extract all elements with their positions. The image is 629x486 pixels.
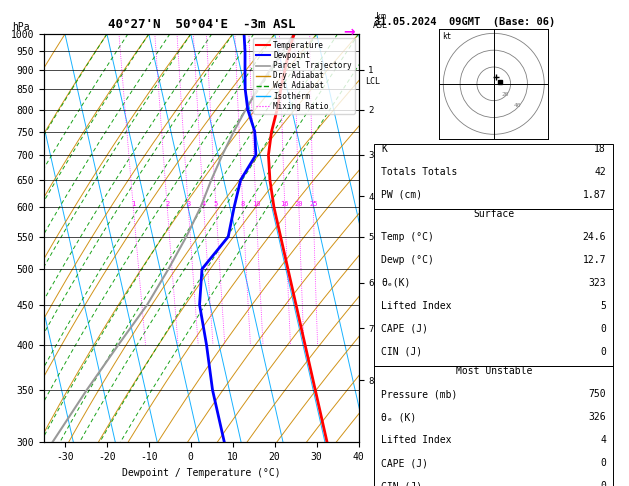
Text: 10: 10 <box>252 201 260 207</box>
Text: 0: 0 <box>600 458 606 468</box>
X-axis label: Dewpoint / Temperature (°C): Dewpoint / Temperature (°C) <box>122 468 281 478</box>
Text: Temp (°C): Temp (°C) <box>381 232 434 242</box>
Text: Totals Totals: Totals Totals <box>381 167 458 176</box>
Text: 750: 750 <box>589 389 606 399</box>
Text: 0: 0 <box>600 481 606 486</box>
Text: K: K <box>381 143 387 154</box>
Text: hPa: hPa <box>13 22 30 32</box>
Text: CIN (J): CIN (J) <box>381 347 423 357</box>
Text: Surface: Surface <box>473 209 515 219</box>
Text: θₑ (K): θₑ (K) <box>381 412 416 422</box>
Text: 5: 5 <box>214 201 218 207</box>
Text: Lifted Index: Lifted Index <box>381 435 452 445</box>
Text: 12.7: 12.7 <box>582 255 606 265</box>
Text: 323: 323 <box>589 278 606 288</box>
Title: 40°27'N  50°04'E  -3m ASL: 40°27'N 50°04'E -3m ASL <box>108 18 295 32</box>
Bar <box>374 209 613 366</box>
Text: Pressure (mb): Pressure (mb) <box>381 389 458 399</box>
Text: 24.6: 24.6 <box>582 232 606 242</box>
Text: kt: kt <box>442 33 452 41</box>
Text: 20: 20 <box>502 92 509 97</box>
Text: 31.05.2024  09GMT  (Base: 06): 31.05.2024 09GMT (Base: 06) <box>374 17 555 27</box>
Text: 25: 25 <box>309 201 318 207</box>
Text: 0: 0 <box>600 324 606 334</box>
Text: 8: 8 <box>241 201 245 207</box>
Text: Lifted Index: Lifted Index <box>381 301 452 311</box>
Text: 1.87: 1.87 <box>582 190 606 200</box>
Text: θₑ(K): θₑ(K) <box>381 278 411 288</box>
Text: 4: 4 <box>201 201 206 207</box>
Text: 20: 20 <box>294 201 303 207</box>
Text: km
ASL: km ASL <box>373 12 388 30</box>
Text: PW (cm): PW (cm) <box>381 190 423 200</box>
Text: 18: 18 <box>594 143 606 154</box>
Text: 0: 0 <box>600 347 606 357</box>
Text: 1: 1 <box>131 201 135 207</box>
Bar <box>374 143 613 209</box>
Text: LCL: LCL <box>365 77 380 86</box>
Text: 5: 5 <box>600 301 606 311</box>
Bar <box>374 366 613 486</box>
Text: →: → <box>343 25 354 38</box>
Text: 2: 2 <box>165 201 169 207</box>
Text: 42: 42 <box>594 167 606 176</box>
Text: 326: 326 <box>589 412 606 422</box>
Legend: Temperature, Dewpoint, Parcel Trajectory, Dry Adiabat, Wet Adiabat, Isotherm, Mi: Temperature, Dewpoint, Parcel Trajectory… <box>253 38 355 114</box>
Text: 4: 4 <box>600 435 606 445</box>
Text: 16: 16 <box>281 201 289 207</box>
Text: CAPE (J): CAPE (J) <box>381 324 428 334</box>
Text: 40: 40 <box>513 104 521 108</box>
Text: Most Unstable: Most Unstable <box>455 366 532 376</box>
Text: 3: 3 <box>186 201 191 207</box>
Text: CAPE (J): CAPE (J) <box>381 458 428 468</box>
Text: Dewp (°C): Dewp (°C) <box>381 255 434 265</box>
Text: CIN (J): CIN (J) <box>381 481 423 486</box>
